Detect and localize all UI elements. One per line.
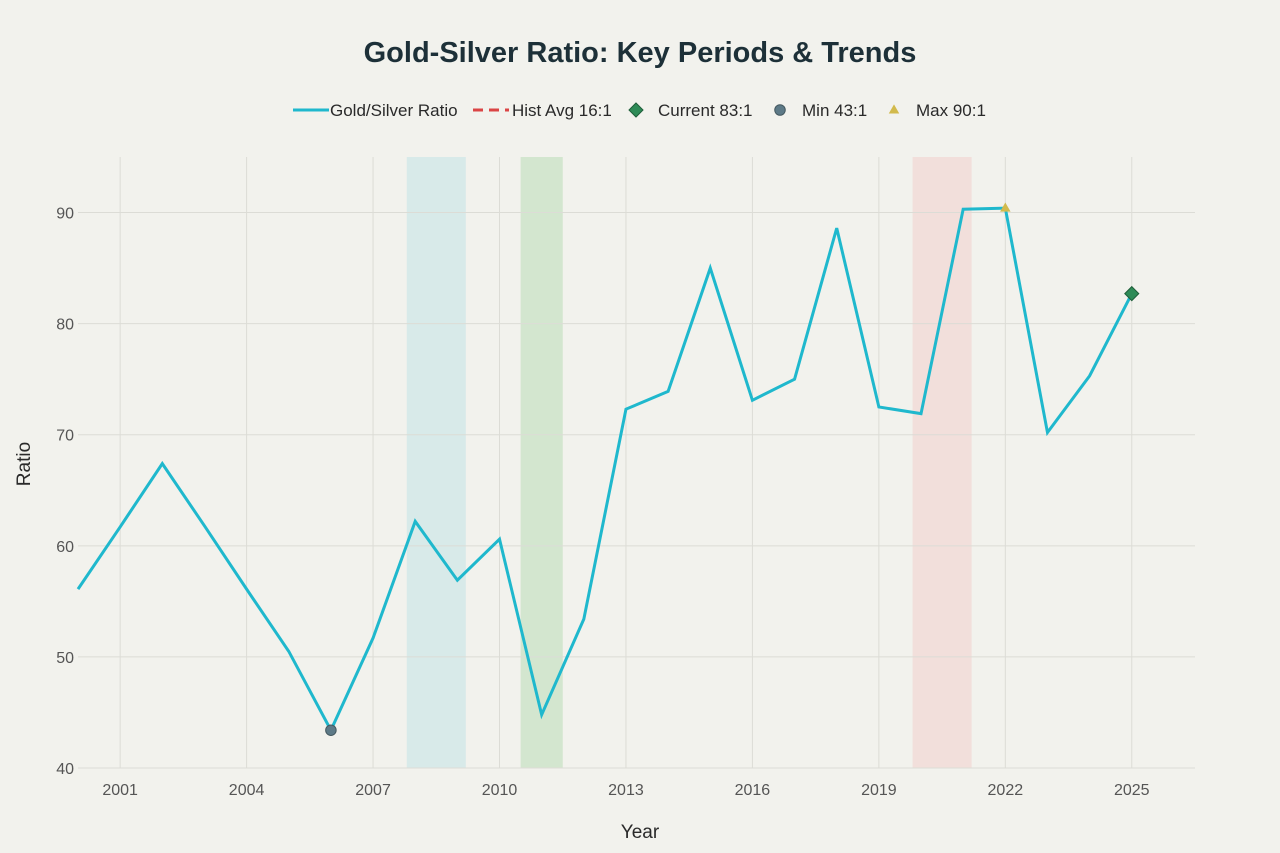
x-tick-label: 2010	[482, 782, 518, 799]
legend-label: Gold/Silver Ratio	[330, 101, 458, 120]
legend-label: Min 43:1	[802, 101, 867, 120]
circle-marker	[325, 724, 337, 736]
x-tick-label: 2007	[355, 782, 391, 799]
y-tick-label: 40	[56, 761, 74, 778]
y-tick-label: 90	[56, 206, 74, 223]
series-line	[76, 206, 1134, 734]
x-tick-label: 2022	[988, 782, 1024, 799]
legend: Gold/Silver Ratio Hist Avg 16:1 Current 83…	[293, 101, 986, 120]
legend-item: Min 43:1	[774, 101, 867, 120]
y-tick-label: 60	[56, 539, 74, 556]
x-tick-label: 2013	[608, 782, 644, 799]
markers-layer	[325, 202, 1140, 736]
legend-item: Gold/Silver Ratio	[293, 101, 458, 120]
legend-item: Hist Avg 16:1	[473, 101, 612, 120]
x-tick-label: 2025	[1114, 782, 1150, 799]
gridlines	[78, 157, 1195, 769]
y-tick-labels: 40 50 60 70 80 90	[56, 206, 74, 778]
x-tick-labels: 2001 2004 2007 2010 2013 2016 2019 2022 2025	[102, 782, 1149, 799]
x-tick-label: 2001	[102, 782, 138, 799]
series-layer	[76, 206, 1134, 734]
legend-item: Max 90:1	[888, 101, 986, 120]
shaded-period-1	[406, 157, 466, 768]
shaded-periods	[406, 157, 972, 768]
y-tick-label: 70	[56, 428, 74, 445]
x-tick-label: 2019	[861, 782, 897, 799]
legend-triangle-icon	[888, 104, 900, 114]
legend-label: Max 90:1	[916, 101, 986, 120]
x-axis-label: Year	[621, 822, 660, 843]
legend-label: Current 83:1	[658, 101, 753, 120]
chart-title: Gold-Silver Ratio: Key Periods & Trends	[364, 37, 917, 69]
shaded-period-2	[520, 157, 563, 768]
y-tick-label: 50	[56, 650, 74, 667]
x-tick-label: 2016	[735, 782, 771, 799]
shaded-period-3	[912, 157, 972, 768]
legend-label: Hist Avg 16:1	[512, 101, 612, 120]
diamond-marker	[1124, 285, 1140, 302]
triangle-marker	[1000, 202, 1011, 212]
x-tick-label: 2004	[229, 782, 265, 799]
legend-circle-icon	[774, 104, 786, 116]
legend-item: Current 83:1	[628, 101, 753, 120]
y-axis-label: Ratio	[14, 442, 35, 486]
legend-diamond-icon	[628, 102, 644, 118]
y-tick-label: 80	[56, 317, 74, 334]
